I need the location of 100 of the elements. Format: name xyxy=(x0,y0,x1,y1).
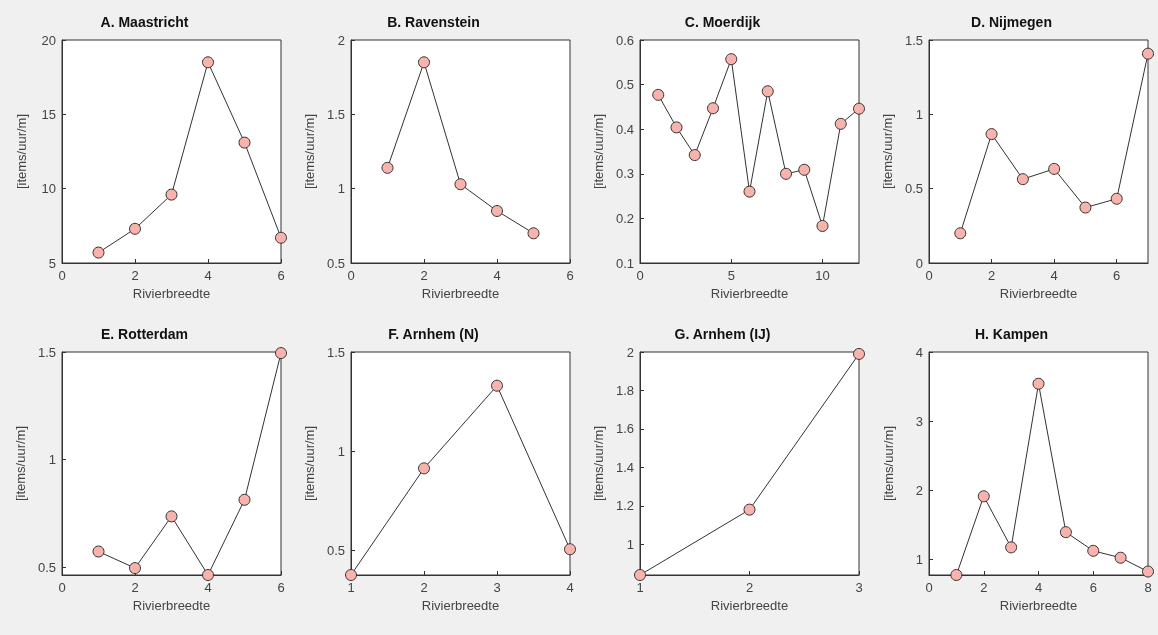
point xyxy=(834,117,847,130)
x-tick-label: 2 xyxy=(131,580,139,595)
y-tick-label: 20 xyxy=(41,32,56,48)
x-tick-label: 5 xyxy=(727,268,735,283)
x-tick-label: 3 xyxy=(855,580,863,595)
point xyxy=(761,85,774,98)
y-tick-label: 1.5 xyxy=(37,344,56,360)
point xyxy=(1048,162,1061,175)
y-tick-label: 0.4 xyxy=(615,121,634,137)
x-tick-label: 4 xyxy=(493,268,501,283)
y-tick-label: 0.1 xyxy=(615,255,634,271)
x-tick-label: 0 xyxy=(925,580,933,595)
point xyxy=(202,569,214,581)
x-tick-label: 4 xyxy=(1050,268,1058,283)
x-tick-label: 2 xyxy=(420,268,428,283)
chart-title: F. Arnhem (N) xyxy=(388,326,479,342)
chart-title: E. Rotterdam xyxy=(100,326,189,342)
y-tick-label: 1.5 xyxy=(326,344,345,360)
point xyxy=(985,128,998,141)
point xyxy=(418,56,430,69)
y-tick-label: 0.5 xyxy=(615,77,634,93)
y-tick-label: 0 xyxy=(915,255,923,271)
point xyxy=(92,545,105,558)
x-tick-label: 1 xyxy=(347,580,355,595)
x-tick-label: 2 xyxy=(980,580,988,595)
x-axis-title: Rivierbreedte xyxy=(132,286,211,301)
point xyxy=(954,227,967,240)
point xyxy=(816,219,829,232)
point xyxy=(743,185,756,198)
chart-title: D. Nijmegen xyxy=(971,14,1052,30)
y-tick-label: 1 xyxy=(626,536,634,552)
x-tick-label: 10 xyxy=(815,268,830,283)
y-tick-label: 2 xyxy=(337,32,345,48)
y-tick-label: 1 xyxy=(915,551,923,567)
x-axis-title: Rivierbreedte xyxy=(999,598,1078,613)
y-tick-label: 0.5 xyxy=(326,255,345,271)
point xyxy=(129,222,141,235)
y-tick-label: 0.2 xyxy=(615,210,634,226)
x-tick-label: 6 xyxy=(566,268,574,283)
chart-title: H. Kampen xyxy=(974,326,1049,342)
y-axis-title: [items/uur/m] xyxy=(14,113,29,190)
point xyxy=(725,53,738,66)
chart-title: C. Moerdijk xyxy=(684,14,761,30)
point xyxy=(165,510,178,523)
point xyxy=(977,490,990,503)
y-tick-label: 10 xyxy=(41,181,56,197)
y-tick-label: 3 xyxy=(915,413,923,429)
y-tick-label: 1 xyxy=(915,106,923,122)
point xyxy=(418,462,430,475)
x-tick-label: 0 xyxy=(925,268,933,283)
x-axis-title: Rivierbreedte xyxy=(421,286,500,301)
x-tick-label: 4 xyxy=(1034,580,1043,595)
x-tick-label: 6 xyxy=(1113,268,1121,283)
x-tick-label: 0 xyxy=(636,268,644,283)
point xyxy=(491,379,503,392)
x-tick-label: 1 xyxy=(636,580,644,595)
y-tick-label: 4 xyxy=(915,344,923,360)
x-axis-title: Rivierbreedte xyxy=(132,598,211,613)
point xyxy=(129,562,141,575)
y-axis-title: [items/uur/m] xyxy=(881,425,896,502)
point xyxy=(798,163,811,176)
point xyxy=(1016,173,1029,186)
x-tick-label: 8 xyxy=(1144,580,1152,595)
x-axis-title: Rivierbreedte xyxy=(710,286,789,301)
point xyxy=(652,88,665,101)
y-tick-label: 0.3 xyxy=(615,166,634,182)
x-axis-title: Rivierbreedte xyxy=(999,286,1078,301)
x-tick-label: 6 xyxy=(1089,580,1097,595)
x-axis-title: Rivierbreedte xyxy=(421,598,500,613)
point xyxy=(1079,201,1092,214)
point xyxy=(165,188,178,201)
point xyxy=(275,347,287,360)
point xyxy=(527,227,540,240)
x-tick-label: 4 xyxy=(204,268,212,283)
point xyxy=(1114,551,1127,564)
point xyxy=(1142,565,1154,578)
y-tick-label: 2 xyxy=(626,344,634,360)
point xyxy=(1032,377,1045,390)
y-tick-label: 1 xyxy=(48,452,56,468)
x-axis-title: Rivierbreedte xyxy=(710,598,789,613)
y-tick-label: 1 xyxy=(337,443,345,459)
chart-title: B. Ravenstein xyxy=(387,14,480,30)
y-tick-label: 1.5 xyxy=(326,106,345,122)
point xyxy=(202,56,214,69)
x-tick-label: 4 xyxy=(204,580,212,595)
x-tick-label: 0 xyxy=(347,268,355,283)
x-tick-label: 0 xyxy=(58,580,66,595)
point xyxy=(381,161,394,174)
y-axis-title: [items/uur/m] xyxy=(591,113,607,190)
point xyxy=(1142,47,1154,60)
x-tick-label: 6 xyxy=(277,580,285,595)
point xyxy=(1059,526,1072,539)
y-tick-label: 0.5 xyxy=(37,559,56,575)
point xyxy=(238,136,251,149)
y-tick-label: 1.4 xyxy=(615,459,634,475)
point xyxy=(1110,192,1123,205)
y-tick-label: 2 xyxy=(915,482,923,498)
point xyxy=(950,569,963,581)
y-axis-title: [items/uur/m] xyxy=(591,425,607,502)
point xyxy=(634,569,646,581)
